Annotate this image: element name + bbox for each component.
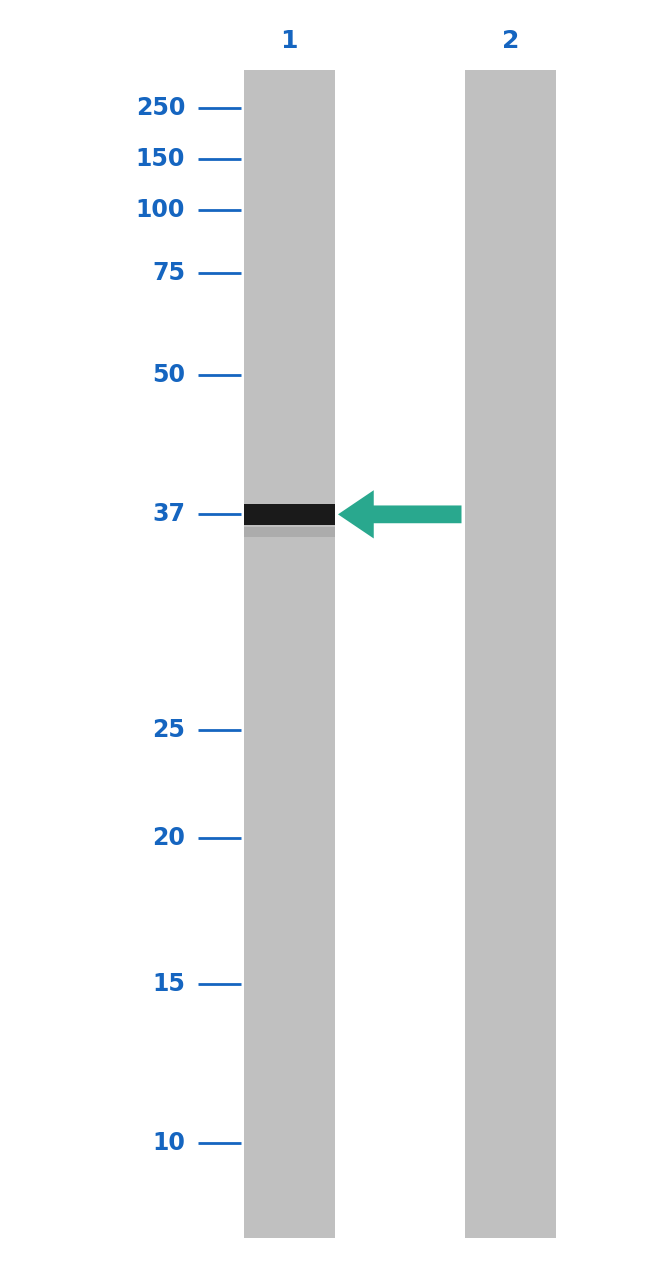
Text: 20: 20: [152, 827, 185, 850]
Text: 10: 10: [152, 1132, 185, 1154]
Text: 1: 1: [281, 29, 298, 52]
Text: 250: 250: [136, 97, 185, 119]
Bar: [244, 504, 335, 525]
Bar: [244, 70, 335, 1238]
Text: 37: 37: [152, 503, 185, 526]
Text: 100: 100: [136, 198, 185, 221]
FancyArrow shape: [338, 490, 462, 538]
Text: 75: 75: [152, 262, 185, 284]
Bar: [244, 527, 335, 537]
Text: 2: 2: [502, 29, 519, 52]
Bar: [244, 504, 335, 514]
Text: 25: 25: [152, 719, 185, 742]
Text: 50: 50: [152, 363, 185, 386]
Text: 150: 150: [136, 147, 185, 170]
Bar: [465, 70, 556, 1238]
Text: 15: 15: [152, 973, 185, 996]
